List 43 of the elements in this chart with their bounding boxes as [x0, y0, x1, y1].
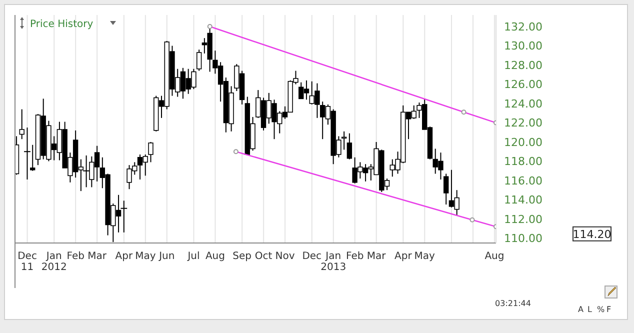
x-tick-label: Sep — [232, 251, 252, 262]
candlestick — [443, 173, 449, 206]
x-tick-label: Mar — [88, 251, 108, 262]
candlestick — [196, 49, 202, 72]
x-tick-label: Dec 11 — [18, 251, 37, 273]
y-tick-label: 124.00 — [504, 97, 542, 110]
text: 114.20 — [572, 228, 612, 241]
x-tick-label: Jun — [158, 251, 175, 262]
y-tick-label: 132.00 — [504, 20, 542, 34]
text: 03:21:44 — [495, 299, 531, 308]
x-tick-label: Jan 2012 — [41, 251, 67, 273]
candlestick — [346, 132, 352, 160]
y-tick-label: 116.00 — [504, 174, 542, 188]
x-tick-label: Aug — [484, 251, 504, 262]
y-tick-label: 130.00 — [504, 40, 542, 53]
x-tick-label: Mar — [366, 251, 387, 262]
x-tick-label: Apr — [394, 251, 413, 262]
y-tick-label: 118.00 — [504, 155, 542, 168]
y-tick-label: 128.00 — [504, 58, 542, 72]
y-tick-label: 126.00 — [504, 78, 542, 92]
y-tick-label: 112.00 — [504, 212, 542, 226]
x-tick-label: Jul — [186, 251, 200, 262]
x-tick-label: Nov — [275, 251, 295, 262]
x-tick-label: Feb — [346, 251, 364, 262]
y-tick-label: 114.00 — [504, 194, 542, 207]
text: % — [597, 305, 605, 314]
x-tick-label: Dec — [302, 251, 322, 262]
chart-title: Price History — [30, 19, 94, 30]
x-tick-label: Aug — [205, 251, 225, 262]
candlestick — [19, 108, 24, 140]
text: L — [588, 305, 592, 314]
x-tick-label: May — [414, 251, 436, 262]
text: A — [578, 305, 584, 314]
y-tick-label: 110.00 — [504, 232, 542, 246]
y-tick-label: 120.00 — [504, 136, 542, 149]
text: F — [606, 305, 612, 314]
candlestick — [148, 141, 154, 163]
y-tick-label: 122.00 — [504, 116, 542, 130]
x-tick-label: May — [135, 251, 156, 262]
x-tick-label: Apr — [115, 251, 134, 262]
x-tick-label: Feb — [66, 251, 84, 262]
x-tick-label: Oct — [254, 251, 272, 262]
x-tick-label: Jan 2013 — [320, 251, 346, 273]
